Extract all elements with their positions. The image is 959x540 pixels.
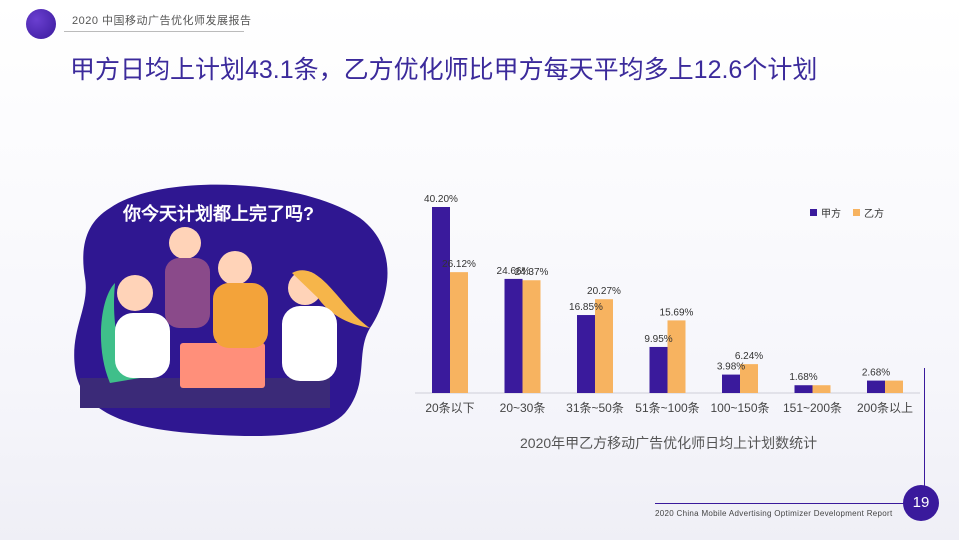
illustration-question: 你今天计划都上完了吗? [123, 204, 314, 224]
data-label-yi-4: 6.24% [735, 351, 763, 362]
bar-yi-4 [740, 364, 758, 393]
x-tick-label-0: 20条以下 [425, 401, 474, 415]
x-tick-label-1: 20~30条 [500, 401, 546, 415]
chart-title: 2020年甲乙方移动广告优化师日均上计划数统计 [520, 435, 818, 451]
legend-swatch-jia [810, 209, 817, 216]
data-label-yi-3: 15.69% [660, 307, 694, 318]
bar-jia-2 [577, 315, 595, 393]
legend-swatch-yi [853, 209, 860, 216]
legend-label-yi: 乙方 [864, 209, 884, 220]
footer-horizontal-rule [655, 503, 905, 504]
chart-legend: 甲方 乙方 [810, 205, 884, 220]
bar-jia-3 [649, 346, 668, 393]
footer-vertical-rule [924, 368, 925, 486]
x-tick-label-3: 51条~100条 [635, 401, 699, 415]
data-label-jia-6: 2.68% [862, 368, 890, 379]
report-header-label: 2020 中国移动广告优化师发展报告 [72, 15, 252, 27]
bar-jia-1 [504, 278, 523, 393]
data-label-jia-5: 1.68% [789, 372, 817, 383]
team-illustration [74, 184, 388, 437]
x-tick-label-4: 100~150条 [710, 401, 769, 415]
bar-jia-0 [432, 207, 450, 393]
bar-yi-0 [450, 272, 468, 393]
x-tick-label-2: 31条~50条 [566, 401, 624, 415]
data-label-jia-3: 9.95% [644, 334, 672, 345]
x-tick-label-5: 151~200条 [783, 401, 842, 415]
bar-jia-6 [867, 380, 885, 393]
legend-item-jia: 甲方 [810, 205, 841, 220]
page-title: 甲方日均上计划43.1条，乙方优化师比甲方每天平均多上12.6个计划 [70, 56, 818, 84]
bar-yi-1 [522, 280, 541, 393]
bar-jia-5 [794, 385, 813, 393]
data-label-jia-2: 16.85% [569, 302, 603, 313]
header-divider [64, 31, 244, 32]
data-label-yi-2: 20.27% [587, 286, 621, 297]
bar-jia-4 [722, 374, 740, 393]
footer-label: 2020 China Mobile Advertising Optimizer … [655, 509, 893, 518]
legend-item-yi: 乙方 [853, 205, 884, 220]
bar-yi-3 [667, 320, 686, 393]
x-tick-label-6: 200条以上 [857, 401, 913, 415]
data-label-jia-1: 24.66% [497, 266, 531, 277]
data-label-yi-0: 26.12% [442, 259, 476, 270]
data-label-jia-0: 40.20% [424, 194, 458, 205]
report-logo-circle [26, 9, 56, 39]
page-number: 19 [903, 485, 939, 521]
legend-label-jia: 甲方 [821, 209, 841, 220]
bar-yi-5 [812, 385, 831, 393]
bar-yi-6 [885, 380, 903, 393]
data-label-jia-4: 3.98% [717, 362, 745, 373]
data-label-yi-1: 24.37% [515, 267, 549, 278]
bar-yi-2 [595, 299, 613, 393]
